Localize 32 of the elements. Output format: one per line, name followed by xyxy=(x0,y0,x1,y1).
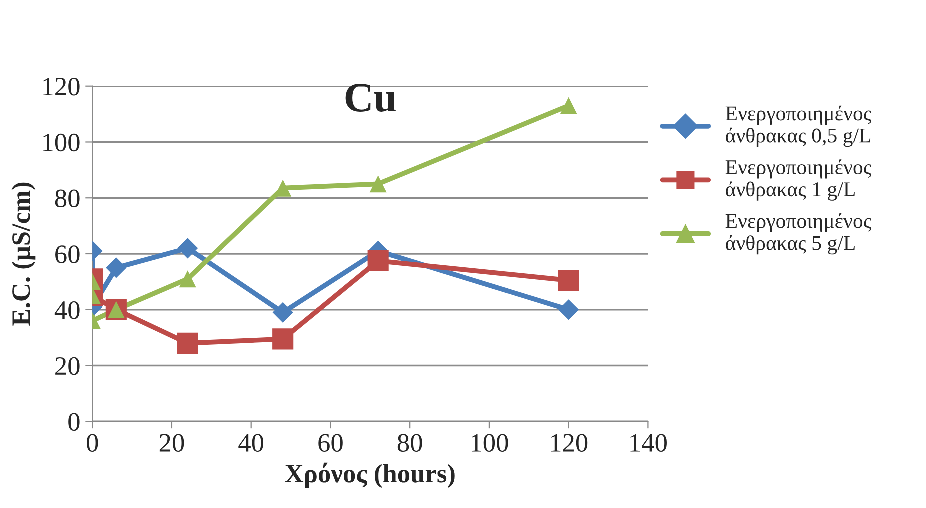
point xyxy=(560,97,578,114)
point xyxy=(370,176,387,193)
x-tick-label: 100 xyxy=(472,434,508,452)
point xyxy=(368,250,389,272)
y-tick-label: 40 xyxy=(54,301,80,320)
point xyxy=(178,238,198,259)
legend-label: Ενεργοποιημένος άνθρακας 1 g/L xyxy=(726,160,872,201)
point xyxy=(272,302,294,323)
chart-title: Cu xyxy=(346,84,396,112)
y-axis-title: E.C. (μS/cm) xyxy=(12,182,36,326)
x-tick-label: 40 xyxy=(238,434,264,452)
y-tick-label: 100 xyxy=(44,134,80,152)
y-tick-label: 0 xyxy=(68,413,80,432)
x-tick-label: 20 xyxy=(160,434,184,452)
x-tick-label: 140 xyxy=(630,434,667,452)
point xyxy=(558,270,580,292)
x-tick-label: 0 xyxy=(87,434,98,452)
x-axis-title: Χρόνος (hours) xyxy=(285,462,455,488)
y-tick-label: 120 xyxy=(44,78,80,96)
x-tick-label: 60 xyxy=(318,434,343,452)
point xyxy=(179,270,196,288)
y-tick-label: 60 xyxy=(56,246,80,264)
point xyxy=(558,300,580,320)
y-tick-label: 80 xyxy=(55,190,80,208)
legend-label: Ενεργοποιημένος άνθρακας 5 g/L xyxy=(726,213,872,255)
point xyxy=(106,258,127,278)
y-tick-label: 20 xyxy=(56,357,80,376)
x-tick-label: 120 xyxy=(551,434,588,452)
x-tick-label: 80 xyxy=(398,434,422,452)
legend-label: Ενεργοποιημένος άνθρακας 0,5 g/L xyxy=(726,106,872,148)
point xyxy=(272,328,294,350)
point xyxy=(177,332,198,354)
